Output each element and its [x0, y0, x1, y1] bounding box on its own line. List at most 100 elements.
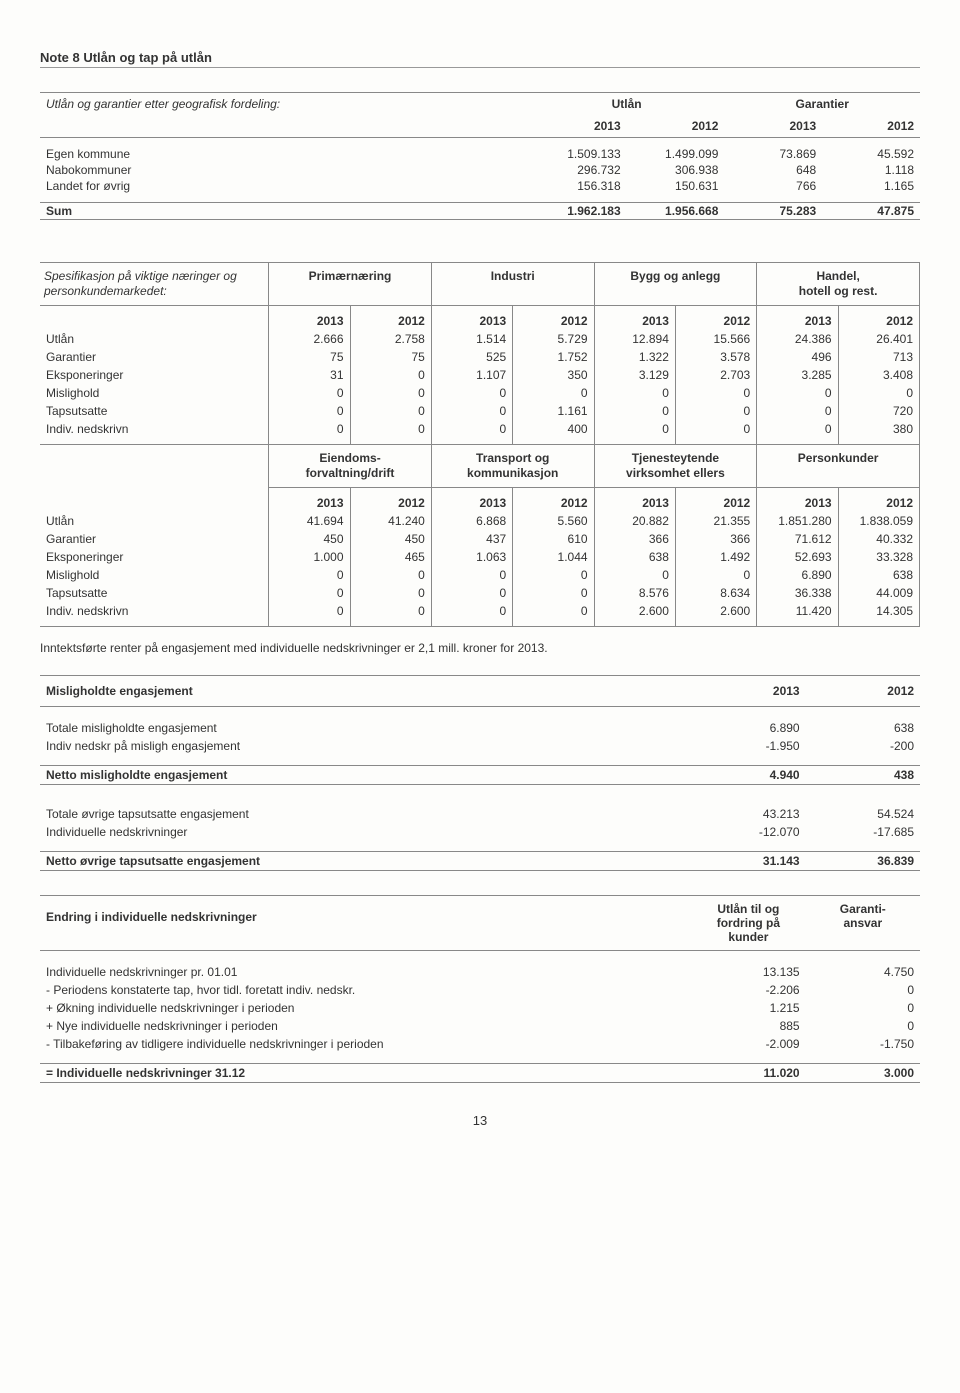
cell: 156.318 — [529, 178, 627, 194]
yr: 2012 — [838, 306, 919, 331]
cell: 43.213 — [691, 805, 805, 823]
t2-row: Mislighold00000000 — [40, 384, 920, 402]
t2-row-label: Garantier — [40, 348, 269, 366]
cell: 0 — [513, 602, 594, 627]
cell: 150.631 — [627, 178, 725, 194]
cell: 0 — [350, 566, 431, 584]
cell: 24.386 — [757, 330, 838, 348]
cell: 44.009 — [838, 584, 919, 602]
cell: 0 — [269, 420, 350, 445]
cell: 11.020 — [691, 1064, 805, 1083]
cell: 1.509.133 — [529, 146, 627, 162]
cell: 1.499.099 — [627, 146, 725, 162]
t3-sum: Netto misligholdte engasjement 4.940 438 — [40, 766, 920, 785]
cell: 6.868 — [431, 512, 512, 530]
yr: 2013 — [269, 306, 350, 331]
cell: 1.165 — [822, 178, 920, 194]
cell: 71.612 — [757, 530, 838, 548]
cell: 610 — [513, 530, 594, 548]
t2-row: Indiv. nedskrivn00002.6002.60011.42014.3… — [40, 602, 920, 627]
t5-row: + Økning individuelle nedskrivninger i p… — [40, 999, 920, 1017]
t2-row: Garantier75755251.7521.3223.578496713 — [40, 348, 920, 366]
t2-row-label: Mislighold — [40, 566, 269, 584]
t2-row: Tapsutsatte00008.5768.63436.33844.009 — [40, 584, 920, 602]
cell: -2.009 — [691, 1035, 805, 1053]
mislighold-table: Misligholdte engasjement 2013 2012 Total… — [40, 675, 920, 785]
cell: 0 — [513, 566, 594, 584]
yr: 2013 — [594, 488, 675, 513]
cell: 0 — [675, 566, 756, 584]
yr: 2012 — [350, 306, 431, 331]
cell: 5.560 — [513, 512, 594, 530]
t3-row: Totale misligholdte engasjement 6.890 63… — [40, 719, 920, 737]
cell: 0 — [806, 999, 920, 1017]
t2-group: Bygg og anlegg — [594, 263, 757, 306]
cell: 2.600 — [594, 602, 675, 627]
t5-colhead: Garanti- ansvar — [806, 896, 920, 951]
cell: 0 — [675, 384, 756, 402]
t5-row: Individuelle nedskrivninger pr. 01.0113.… — [40, 963, 920, 981]
cell: 52.693 — [757, 548, 838, 566]
label: + Økning individuelle nedskrivninger i p… — [40, 999, 691, 1017]
cell: -1.750 — [806, 1035, 920, 1053]
t5-row: + Nye individuelle nedskrivninger i peri… — [40, 1017, 920, 1035]
cell: 0 — [350, 366, 431, 384]
page-number: 13 — [40, 1113, 920, 1128]
cell: 31.143 — [691, 852, 805, 871]
label: = Individuelle nedskrivninger 31.12 — [40, 1064, 691, 1083]
label: Individuelle nedskrivninger pr. 01.01 — [40, 963, 691, 981]
cell: 15.566 — [675, 330, 756, 348]
cell: 13.135 — [691, 963, 805, 981]
cell: 638 — [806, 719, 920, 737]
cell: 638 — [838, 566, 919, 584]
cell: 713 — [838, 348, 919, 366]
cell: 0 — [350, 384, 431, 402]
cell: 40.332 — [838, 530, 919, 548]
t4-sum: Netto øvrige tapsutsatte engasjement 31.… — [40, 852, 920, 871]
t2-row: Utlån41.69441.2406.8685.56020.88221.3551… — [40, 512, 920, 530]
t2-row: Eksponeringer3101.1073503.1292.7033.2853… — [40, 366, 920, 384]
t5-colhead: Utlån til og fordring på kunder — [691, 896, 805, 951]
t2-group: Tjenesteytende virksomhet ellers — [594, 445, 757, 488]
yr: 2012 — [675, 306, 756, 331]
cell: 4.940 — [691, 766, 805, 785]
t1-group-utlan: Utlån — [529, 93, 725, 116]
cell: 0 — [350, 420, 431, 445]
cell: -2.206 — [691, 981, 805, 999]
cell: 5.729 — [513, 330, 594, 348]
cell: 26.401 — [838, 330, 919, 348]
yr: 2013 — [757, 306, 838, 331]
t2-group: Industri — [431, 263, 594, 306]
cell: 438 — [806, 766, 920, 785]
cell: 0 — [350, 402, 431, 420]
cell: 36.338 — [757, 584, 838, 602]
t2-row-label: Indiv. nedskrivn — [40, 420, 269, 445]
t3-year: 2013 — [691, 676, 805, 707]
cell: 366 — [675, 530, 756, 548]
cell: 0 — [350, 602, 431, 627]
cell: 0 — [269, 384, 350, 402]
yr: 2012 — [513, 488, 594, 513]
cell: 8.634 — [675, 584, 756, 602]
cell: 0 — [594, 402, 675, 420]
t2-row: Indiv. nedskrivn000400000380 — [40, 420, 920, 445]
label: + Nye individuelle nedskrivninger i peri… — [40, 1017, 691, 1035]
cell: 6.890 — [757, 566, 838, 584]
t2-row-label: Eksponeringer — [40, 548, 269, 566]
t2-group: Personkunder — [757, 445, 920, 488]
cell: 465 — [350, 548, 431, 566]
cell: 6.890 — [691, 719, 805, 737]
cell: 366 — [594, 530, 675, 548]
t1-row: Nabokommuner 296.732 306.938 648 1.118 — [40, 162, 920, 178]
t1-sum-row: Sum 1.962.183 1.956.668 75.283 47.875 — [40, 203, 920, 220]
cell: 2.758 — [350, 330, 431, 348]
yr: 2013 — [431, 488, 512, 513]
label: - Periodens konstaterte tap, hvor tidl. … — [40, 981, 691, 999]
cell: -1.950 — [691, 737, 805, 755]
t4-row: Individuelle nedskrivninger -12.070 -17.… — [40, 823, 920, 841]
yr: 2013 — [431, 306, 512, 331]
t1-year: 2012 — [627, 115, 725, 138]
cell: 36.839 — [806, 852, 920, 871]
cell: 437 — [431, 530, 512, 548]
cell: 1.118 — [822, 162, 920, 178]
